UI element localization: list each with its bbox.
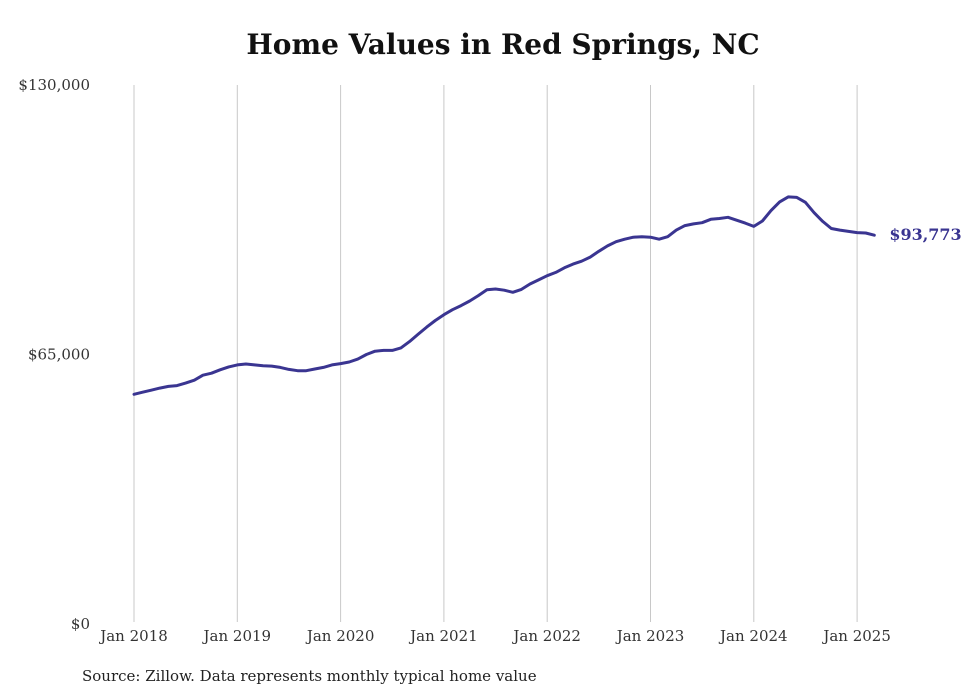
x-tick-label: Jan 2019 [202,627,272,645]
x-tick-label: Jan 2020 [305,627,375,645]
x-tick-label: Jan 2023 [615,627,685,645]
x-tick-label: Jan 2024 [718,627,788,645]
x-tick-label: Jan 2021 [408,627,478,645]
y-tick-label: $130,000 [18,76,90,94]
source-note: Source: Zillow. Data represents monthly … [82,667,537,685]
y-tick-label: $65,000 [28,346,90,364]
x-axis-ticks: Jan 2018 Jan 2019 Jan 2020 Jan 2021 Jan 2022… [98,627,891,645]
x-tick-label: Jan 2018 [98,627,168,645]
grid-layer [133,85,858,622]
x-tick-label: Jan 2025 [821,627,891,645]
series-line [132,195,876,396]
chart-title: Home Values in Red Springs, NC [246,28,760,61]
y-axis-ticks: $0 $65,000 $130,000 [18,76,90,633]
y-tick-label: $0 [71,615,90,633]
end-value-label: $93,773 [889,225,961,244]
x-tick-label: Jan 2022 [511,627,581,645]
series-layer [132,195,876,396]
